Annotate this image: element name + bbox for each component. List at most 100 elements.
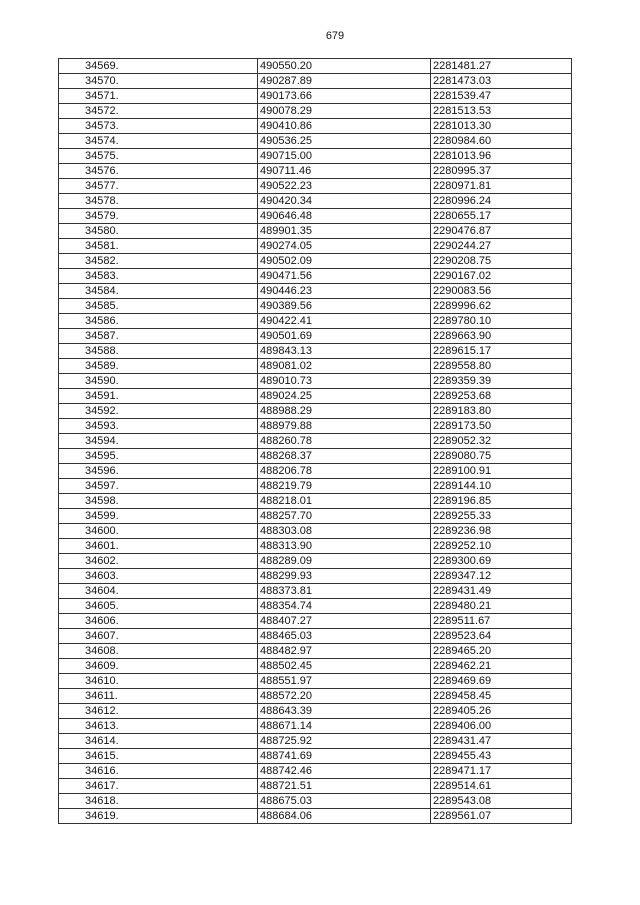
point-number-cell: 34575.	[58, 148, 258, 164]
table-row: 34579. 490646.48 2280655.17	[58, 208, 572, 224]
table-row: 34593. 488979.88 2289173.50	[58, 418, 572, 434]
x-coordinate-cell: 489024.25	[257, 388, 431, 404]
point-number-cell: 34576.	[58, 163, 258, 179]
x-coordinate-cell: 490078.29	[257, 103, 431, 119]
x-coordinate-cell: 490522.23	[257, 178, 431, 194]
y-coordinate-cell: 2280995.37	[430, 163, 572, 179]
table-row: 34577. 490522.23 2280971.81	[58, 178, 572, 194]
x-coordinate-cell: 490501.69	[257, 328, 431, 344]
y-coordinate-cell: 2290083.56	[430, 283, 572, 299]
y-coordinate-cell: 2281539.47	[430, 88, 572, 104]
table-row: 34610. 488551.97 2289469.69	[58, 673, 572, 689]
point-number-cell: 34578.	[58, 193, 258, 209]
point-number-cell: 34611.	[58, 688, 258, 704]
y-coordinate-cell: 2289780.10	[430, 313, 572, 329]
table-row: 34569. 490550.20 2281481.27	[58, 58, 572, 74]
y-coordinate-cell: 2289471.17	[430, 763, 572, 779]
point-number-cell: 34605.	[58, 598, 258, 614]
y-coordinate-cell: 2289561.07	[430, 808, 572, 824]
table-row: 34609. 488502.45 2289462.21	[58, 658, 572, 674]
point-number-cell: 34594.	[58, 433, 258, 449]
x-coordinate-cell: 488979.88	[257, 418, 431, 434]
table-row: 34619. 488684.06 2289561.07	[58, 808, 572, 824]
table-row: 34603. 488299.93 2289347.12	[58, 568, 572, 584]
table-body: 34569. 490550.20 2281481.27 34570. 490287.89…	[58, 58, 572, 824]
x-coordinate-cell: 488257.70	[257, 508, 431, 524]
point-number-cell: 34573.	[58, 118, 258, 134]
y-coordinate-cell: 2289431.47	[430, 733, 572, 749]
point-number-cell: 34591.	[58, 388, 258, 404]
y-coordinate-cell: 2281013.30	[430, 118, 572, 134]
table-row: 34596. 488206.78 2289100.91	[58, 463, 572, 479]
point-number-cell: 34602.	[58, 553, 258, 569]
x-coordinate-cell: 490410.86	[257, 118, 431, 134]
y-coordinate-cell: 2280996.24	[430, 193, 572, 209]
table-row: 34574. 490536.25 2280984.60	[58, 133, 572, 149]
point-number-cell: 34615.	[58, 748, 258, 764]
table-row: 34605. 488354.74 2289480.21	[58, 598, 572, 614]
y-coordinate-cell: 2289514.61	[430, 778, 572, 794]
y-coordinate-cell: 2289406.00	[430, 718, 572, 734]
table-row: 34571. 490173.66 2281539.47	[58, 88, 572, 104]
y-coordinate-cell: 2281013.96	[430, 148, 572, 164]
x-coordinate-cell: 488313.90	[257, 538, 431, 554]
point-number-cell: 34609.	[58, 658, 258, 674]
table-row: 34576. 490711.46 2280995.37	[58, 163, 572, 179]
y-coordinate-cell: 2289080.75	[430, 448, 572, 464]
y-coordinate-cell: 2289255.33	[430, 508, 572, 524]
y-coordinate-cell: 2289462.21	[430, 658, 572, 674]
y-coordinate-cell: 2289183.80	[430, 403, 572, 419]
point-number-cell: 34577.	[58, 178, 258, 194]
y-coordinate-cell: 2289173.50	[430, 418, 572, 434]
point-number-cell: 34618.	[58, 793, 258, 809]
table-row: 34604. 488373.81 2289431.49	[58, 583, 572, 599]
point-number-cell: 34595.	[58, 448, 258, 464]
x-coordinate-cell: 490420.34	[257, 193, 431, 209]
point-number-cell: 34598.	[58, 493, 258, 509]
x-coordinate-cell: 490274.05	[257, 238, 431, 254]
table-row: 34599. 488257.70 2289255.33	[58, 508, 572, 524]
x-coordinate-cell: 488219.79	[257, 478, 431, 494]
point-number-cell: 34572.	[58, 103, 258, 119]
y-coordinate-cell: 2290244.27	[430, 238, 572, 254]
point-number-cell: 34571.	[58, 88, 258, 104]
y-coordinate-cell: 2289511.67	[430, 613, 572, 629]
y-coordinate-cell: 2289615.17	[430, 343, 572, 359]
table-row: 34615. 488741.69 2289455.43	[58, 748, 572, 764]
point-number-cell: 34581.	[58, 238, 258, 254]
point-number-cell: 34599.	[58, 508, 258, 524]
table-row: 34595. 488268.37 2289080.75	[58, 448, 572, 464]
y-coordinate-cell: 2290167.02	[430, 268, 572, 284]
point-number-cell: 34586.	[58, 313, 258, 329]
point-number-cell: 34592.	[58, 403, 258, 419]
point-number-cell: 34597.	[58, 478, 258, 494]
table-row: 34611. 488572.20 2289458.45	[58, 688, 572, 704]
x-coordinate-cell: 490422.41	[257, 313, 431, 329]
table-row: 34575. 490715.00 2281013.96	[58, 148, 572, 164]
table-row: 34583. 490471.56 2290167.02	[58, 268, 572, 284]
table-row: 34582. 490502.09 2290208.75	[58, 253, 572, 269]
y-coordinate-cell: 2281473.03	[430, 73, 572, 89]
table-row: 34591. 489024.25 2289253.68	[58, 388, 572, 404]
y-coordinate-cell: 2289458.45	[430, 688, 572, 704]
y-coordinate-cell: 2280971.81	[430, 178, 572, 194]
x-coordinate-cell: 490471.56	[257, 268, 431, 284]
x-coordinate-cell: 490646.48	[257, 208, 431, 224]
x-coordinate-cell: 488407.27	[257, 613, 431, 629]
x-coordinate-cell: 489081.02	[257, 358, 431, 374]
table-row: 34598. 488218.01 2289196.85	[58, 493, 572, 509]
y-coordinate-cell: 2289455.43	[430, 748, 572, 764]
table-row: 34584. 490446.23 2290083.56	[58, 283, 572, 299]
x-coordinate-cell: 489901.35	[257, 223, 431, 239]
y-coordinate-cell: 2289253.68	[430, 388, 572, 404]
x-coordinate-cell: 490173.66	[257, 88, 431, 104]
y-coordinate-cell: 2289543.08	[430, 793, 572, 809]
point-number-cell: 34583.	[58, 268, 258, 284]
table-row: 34594. 488260.78 2289052.32	[58, 433, 572, 449]
y-coordinate-cell: 2289252.10	[430, 538, 572, 554]
x-coordinate-cell: 488218.01	[257, 493, 431, 509]
point-number-cell: 34584.	[58, 283, 258, 299]
point-number-cell: 34579.	[58, 208, 258, 224]
x-coordinate-cell: 490550.20	[257, 58, 431, 74]
table-row: 34617. 488721.51 2289514.61	[58, 778, 572, 794]
